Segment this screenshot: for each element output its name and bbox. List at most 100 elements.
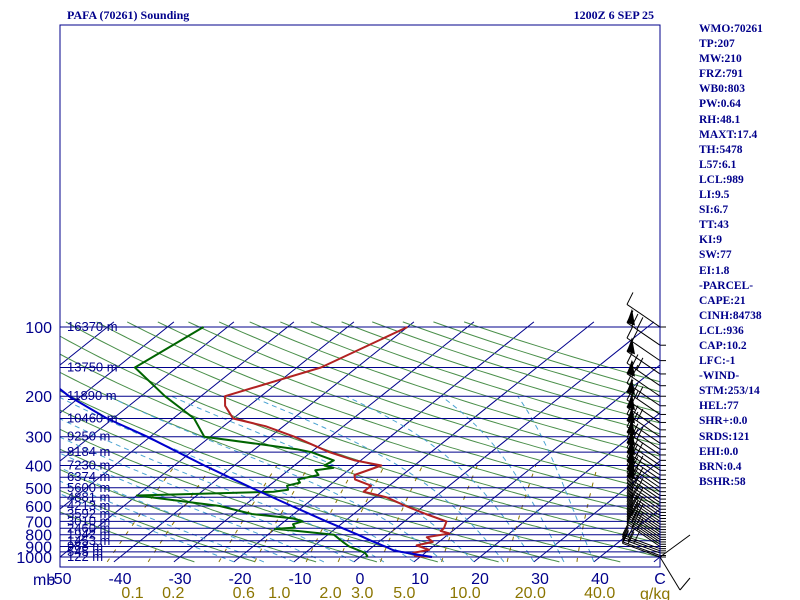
- mixing-ratio-line: [337, 465, 386, 563]
- moist-adiabat-line: [60, 418, 385, 563]
- wind-barb: [622, 536, 661, 552]
- wind-barb: [626, 492, 661, 516]
- dry-adiabat-line: [60, 371, 621, 563]
- dry-adiabat-line: [60, 511, 195, 563]
- mixing-ratio-tick-label: 40.0: [584, 585, 615, 600]
- isotherm-line: [60, 321, 115, 366]
- temperature-tick-label: -20: [228, 571, 251, 588]
- index-item: TP:207: [699, 38, 735, 51]
- moist-adiabat-line: [60, 480, 265, 563]
- height-label: 3010 m: [67, 513, 110, 528]
- pressure-tick-label: 400: [25, 458, 52, 475]
- height-label: 4881 m: [67, 489, 110, 504]
- dry-adiabat-line: [60, 390, 560, 563]
- mixing-ratio-tick-label: 3.0: [351, 585, 373, 600]
- index-item: PW:0.64: [699, 98, 741, 111]
- isotherm-line: [533, 460, 660, 563]
- index-item: EHI:0.0: [699, 445, 739, 458]
- index-item: WB0:803: [699, 83, 745, 96]
- wind-barb: [626, 516, 661, 540]
- height-label: 5600 m: [67, 480, 110, 495]
- wind-barb-feather: [621, 531, 629, 544]
- dry-adiabat-line: [218, 321, 660, 469]
- wind-barb-feather: [636, 426, 644, 440]
- height-label: 6374 m: [67, 469, 110, 484]
- wind-barb-pennant: [626, 393, 635, 411]
- isotherm-line: [60, 321, 175, 414]
- wind-barb: [626, 391, 661, 415]
- index-item: HEL:77: [699, 400, 739, 413]
- dry-adiabat-line: [60, 409, 499, 563]
- wind-barb: [626, 506, 661, 530]
- index-item: KI:9: [699, 234, 722, 247]
- dry-adiabat-line: [280, 321, 660, 446]
- moist-adiabat-line: [60, 396, 415, 563]
- wind-barb-pennant: [626, 308, 635, 326]
- wind-barbs: [621, 292, 691, 591]
- wind-barb: [626, 437, 661, 461]
- moist-adiabat-line: [107, 395, 445, 563]
- height-label: 4213 m: [67, 498, 110, 513]
- mixing-ratio-tick-label: 5.0: [393, 585, 415, 600]
- dry-adiabat-line: [60, 489, 256, 563]
- moist-adiabat-line: [517, 395, 595, 563]
- index-item: -PARCEL-: [699, 279, 754, 292]
- moist-adiabat-line: [440, 395, 565, 563]
- isotherm-line: [233, 321, 535, 563]
- wind-barb: [626, 382, 661, 407]
- pressure-tick-label: 1000: [16, 550, 52, 567]
- dry-adiabat-line: [60, 353, 660, 558]
- pressure-tick-label: 500: [25, 481, 52, 498]
- index-item: CINH:84738: [699, 309, 762, 322]
- wind-barb-pennant: [626, 359, 635, 377]
- mixing-ratio-tick-label: 0.1: [121, 585, 143, 600]
- mixing-ratio-line: [576, 465, 599, 562]
- station-title: PAFA (70261) Sounding: [67, 8, 189, 22]
- height-label: 545 m: [67, 544, 103, 559]
- mixing-ratio-line: [441, 465, 478, 563]
- dry-adiabat-line: [310, 321, 660, 435]
- index-item: LFC:-1: [699, 355, 736, 368]
- wind-barb: [626, 503, 661, 528]
- index-item: SHR+:0.0: [699, 415, 748, 428]
- wind-barb: [626, 431, 661, 456]
- index-item: LCL:936: [699, 324, 744, 337]
- isotherm-line: [113, 321, 415, 563]
- wind-barb: [626, 447, 661, 471]
- wind-barb: [626, 498, 661, 522]
- height-label: 122 m: [67, 549, 103, 564]
- wind-barb: [622, 542, 661, 558]
- mixing-ratio-line: [106, 465, 176, 563]
- index-item: BSHR:58: [699, 475, 746, 488]
- index-item: CAP:10.2: [699, 339, 747, 352]
- height-label: 2460 m: [67, 520, 110, 535]
- mixing-ratio-line: [254, 465, 310, 563]
- wind-barb: [626, 486, 661, 510]
- isotherm-line: [60, 321, 235, 462]
- temperature-tick-label: -30: [168, 571, 191, 588]
- index-item: WMO:70261: [699, 23, 763, 35]
- wind-barb: [626, 304, 661, 328]
- wind-barb-feather: [631, 405, 639, 418]
- wind-barb: [626, 509, 661, 533]
- moist-adiabat-line: [60, 493, 235, 563]
- dry-adiabat-line: [60, 469, 317, 563]
- index-item: SI:6.7: [699, 204, 729, 217]
- dry-adiabat-line: [96, 321, 660, 518]
- height-label: 8184 m: [67, 444, 110, 459]
- index-item: TH:5478: [699, 143, 743, 156]
- index-item: RH:48.1: [699, 113, 741, 126]
- temperature-tick-label: 10: [411, 571, 429, 588]
- sounding-indices-panel: WMO:70261 TP:207 MW:210 FRZ:791 WB0:803 PW:0.…: [699, 22, 763, 490]
- wind-barb: [626, 501, 661, 525]
- isotherm-line: [60, 321, 295, 510]
- wind-barb: [622, 534, 661, 550]
- wind-barb: [626, 464, 661, 489]
- height-label: 13750 m: [67, 360, 118, 375]
- temperature-tick-label: 0: [356, 571, 365, 588]
- wind-barb: [626, 399, 661, 423]
- wind-barb: [622, 541, 661, 556]
- wind-barb-feather: [631, 438, 639, 452]
